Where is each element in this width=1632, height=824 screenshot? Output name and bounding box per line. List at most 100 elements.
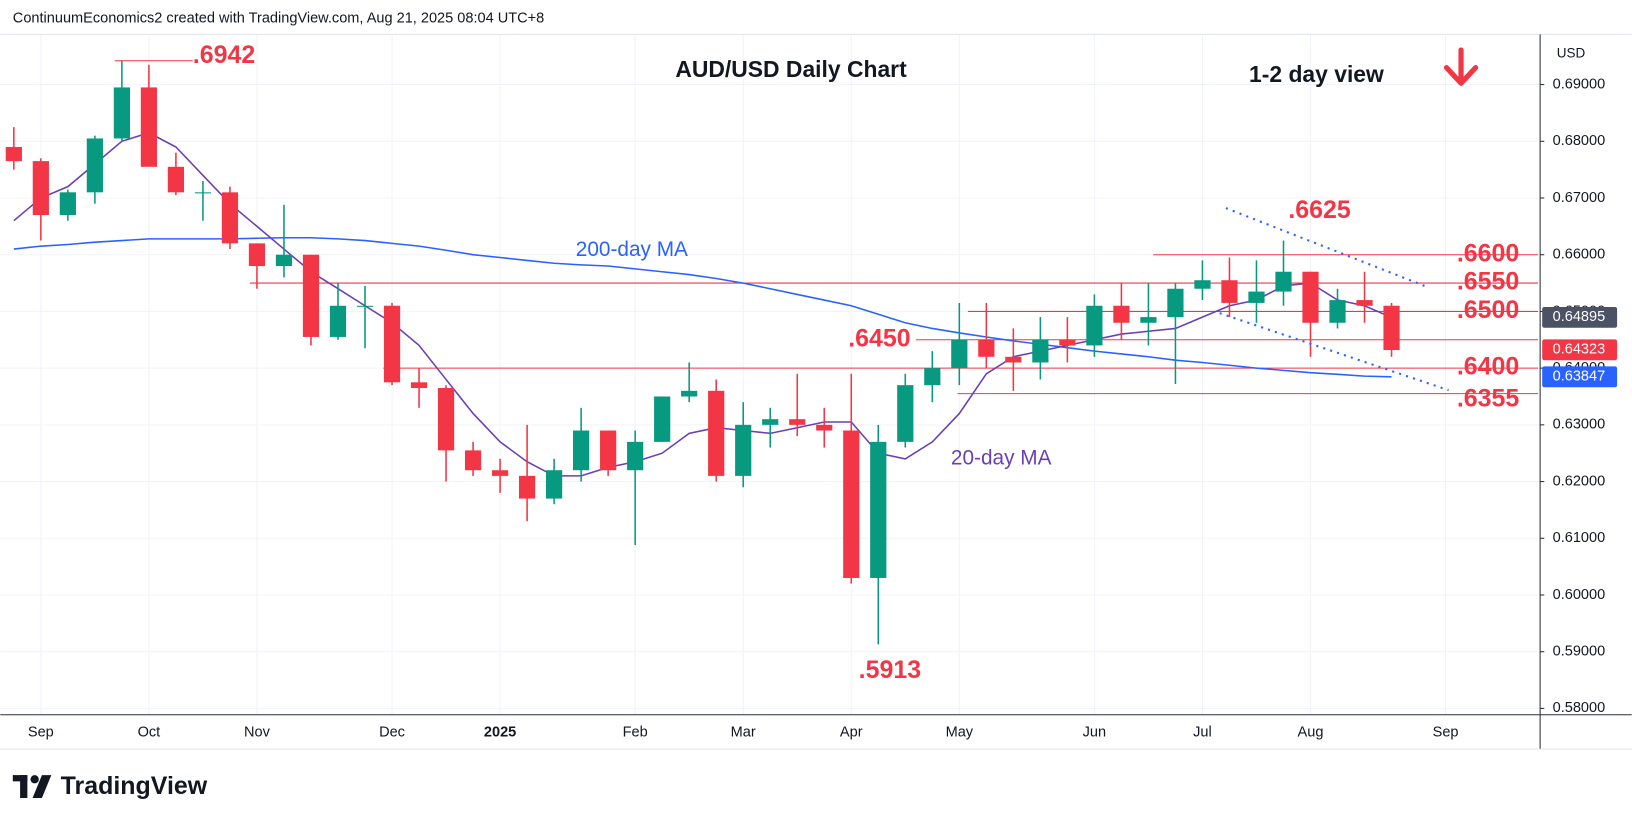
x-tick-label: Jul xyxy=(1193,724,1212,740)
candle-body xyxy=(708,390,725,476)
x-tick-label: 2025 xyxy=(484,724,516,740)
candle-body xyxy=(735,424,752,476)
candle-body xyxy=(464,450,482,471)
candle-body xyxy=(437,387,455,451)
brand-logo xyxy=(12,775,52,798)
y-tick-label: 0.61000 xyxy=(1553,530,1606,546)
candle-body xyxy=(302,254,320,337)
candle-body xyxy=(1383,305,1400,350)
candle-body xyxy=(194,192,212,194)
candle-body xyxy=(113,87,130,139)
candle-body xyxy=(762,419,779,425)
x-tick-label: Oct xyxy=(138,724,161,740)
candle-body xyxy=(248,243,266,267)
candle-body xyxy=(573,430,590,471)
x-tick-label: Sep xyxy=(1433,724,1459,740)
candle-body xyxy=(1194,280,1211,289)
ma-label: 20-day MA xyxy=(951,446,1052,469)
y-tick-label: 0.66000 xyxy=(1553,247,1606,263)
level-label: .6400 xyxy=(1457,353,1519,381)
level-label: .6550 xyxy=(1457,268,1519,296)
candle-body xyxy=(1005,356,1022,363)
candle-body xyxy=(410,382,428,388)
candle-body xyxy=(897,385,914,442)
x-tick-label: May xyxy=(946,724,974,740)
price-badge xyxy=(1542,366,1618,388)
candle-body xyxy=(951,339,968,369)
x-tick-label: Dec xyxy=(379,724,405,740)
moving-average xyxy=(13,236,1392,378)
level-label: .6600 xyxy=(1457,239,1519,267)
candle-body xyxy=(1275,271,1292,292)
x-tick-label: Nov xyxy=(244,724,271,740)
candle-body xyxy=(329,305,347,337)
candle-body xyxy=(59,192,76,216)
level-label: .6625 xyxy=(1288,196,1351,224)
candle-body xyxy=(1248,291,1265,303)
x-tick-label: Mar xyxy=(731,724,756,740)
price-badge-label: 0.64895 xyxy=(1553,309,1606,325)
currency-label: USD xyxy=(1557,46,1586,61)
plot-area xyxy=(5,60,1539,645)
candle-body xyxy=(600,430,617,471)
candle-body xyxy=(1356,300,1373,306)
x-tick-label: Jun xyxy=(1083,724,1106,740)
level-label: .6942 xyxy=(193,41,255,69)
y-tick-label: 0.60000 xyxy=(1553,587,1606,603)
candle-body xyxy=(546,470,563,499)
moving-average xyxy=(13,131,1392,477)
candle-body xyxy=(1140,317,1157,323)
candle-body xyxy=(870,441,887,578)
x-tick-label: Apr xyxy=(840,724,863,740)
level-label: .6355 xyxy=(1457,384,1520,412)
candle-body xyxy=(789,419,806,425)
candle-body xyxy=(654,396,671,442)
candle-body xyxy=(356,305,374,307)
candle-body xyxy=(221,192,239,244)
price-badge-label: 0.63847 xyxy=(1553,369,1606,385)
y-tick-label: 0.68000 xyxy=(1553,133,1606,149)
level-label: .5913 xyxy=(859,656,921,684)
x-tick-label: Feb xyxy=(623,724,648,740)
candle-body xyxy=(518,475,536,499)
candle-body xyxy=(140,87,158,167)
price-badge-label: 0.64323 xyxy=(1553,342,1606,358)
candle-body xyxy=(275,254,293,267)
down-arrow xyxy=(1443,47,1479,86)
price-badge xyxy=(1542,339,1618,361)
candle-body xyxy=(1059,339,1076,346)
candle-body xyxy=(1113,305,1130,323)
candle-body xyxy=(383,305,401,383)
candle-body xyxy=(843,430,860,578)
y-tick-label: 0.69000 xyxy=(1553,76,1606,92)
candle-body xyxy=(491,470,509,476)
y-tick-label: 0.59000 xyxy=(1553,644,1606,660)
view-note: 1-2 day view xyxy=(1249,61,1384,87)
y-tick-label: 0.58000 xyxy=(1553,700,1606,716)
candle-body xyxy=(816,424,833,431)
candle-body xyxy=(1221,280,1238,303)
candle-body xyxy=(1167,288,1184,318)
candle-body xyxy=(32,161,49,216)
candle-body xyxy=(1086,305,1103,346)
y-tick-label: 0.62000 xyxy=(1553,473,1606,489)
y-tick-label: 0.67000 xyxy=(1553,190,1606,206)
x-tick-label: Aug xyxy=(1298,724,1324,740)
candle-body xyxy=(1302,271,1319,323)
header: ContinuumEconomics2 created with Trading… xyxy=(13,11,544,27)
candle-body xyxy=(167,166,185,193)
level-label: .6500 xyxy=(1457,296,1519,324)
y-tick-label: 0.63000 xyxy=(1553,417,1606,433)
price-badge xyxy=(1542,306,1618,328)
candle-body xyxy=(924,368,941,386)
level-label: .6450 xyxy=(848,324,910,352)
candle-body xyxy=(1032,339,1049,363)
candle-body xyxy=(681,390,698,397)
x-tick-label: Sep xyxy=(28,724,54,740)
candle-body xyxy=(978,339,995,357)
brand: TradingView xyxy=(61,772,208,800)
grid xyxy=(0,34,1541,715)
candle-body xyxy=(1329,300,1346,323)
